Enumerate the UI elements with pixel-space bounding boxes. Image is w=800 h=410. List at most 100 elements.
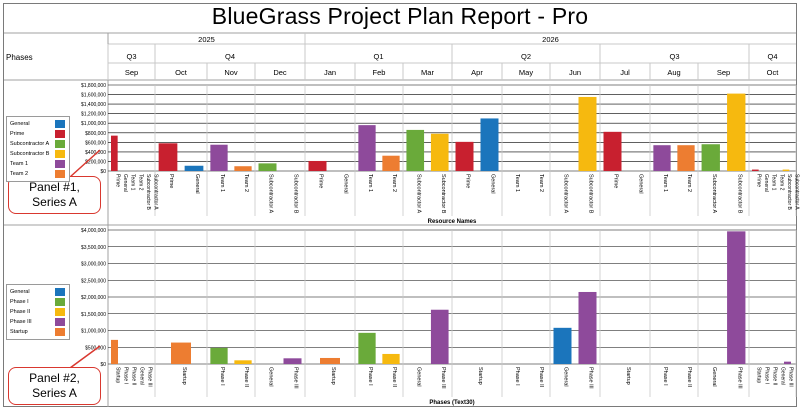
bar-phase-i	[210, 347, 228, 364]
legend-swatch	[55, 328, 65, 336]
category-label: Subcontractor A	[794, 174, 800, 210]
category-label: Team 1	[771, 174, 777, 191]
quarter-label: Q1	[373, 52, 383, 61]
bar-prime	[111, 135, 118, 171]
category-label: Phase III	[293, 367, 299, 389]
report-title: BlueGrass Project Plan Report - Pro	[211, 3, 589, 29]
bar-prime	[158, 143, 178, 171]
bar-team-1	[653, 145, 671, 171]
legend-swatch	[55, 130, 65, 138]
month-label: Sep	[717, 68, 730, 77]
y-tick-label: $3,500,000	[81, 245, 106, 251]
legend-swatch	[55, 160, 65, 168]
bar-phase-ii	[234, 360, 252, 364]
category-label: General	[763, 174, 769, 192]
category-label: Phase II	[538, 367, 544, 388]
x-axis-title: Resource Names	[428, 219, 477, 225]
legend-swatch	[55, 120, 65, 128]
quarter-label: Q3	[126, 52, 136, 61]
legend-swatch	[55, 308, 65, 316]
category-label: Phase II	[391, 367, 397, 388]
quarter-label: Q4	[767, 52, 777, 61]
bar-startup	[111, 339, 118, 364]
x-axis-title: Phases (Text30)	[429, 400, 474, 406]
category-label: Prime	[168, 174, 174, 188]
bar-team-2	[382, 155, 400, 171]
callout-pointer-1	[69, 149, 101, 178]
quarter-label: Q2	[521, 52, 531, 61]
category-label: General	[194, 174, 200, 194]
category-label: Phase II	[772, 367, 778, 385]
bar-startup	[171, 342, 191, 364]
bar-phase-iii	[578, 291, 597, 364]
category-label: General	[415, 367, 421, 387]
callout-pointer-2	[69, 345, 101, 369]
month-label: Jan	[324, 68, 336, 77]
bar-phase-iii	[784, 361, 791, 364]
category-label: Subcontractor B	[736, 174, 742, 214]
y-tick-label: $1,200,000	[81, 112, 106, 118]
category-label: Subcontractor A	[268, 174, 274, 213]
category-label: Startup	[625, 367, 631, 385]
month-label: Nov	[224, 68, 238, 77]
category-label: Phase III	[147, 367, 153, 387]
bar-general	[480, 118, 499, 171]
category-label: Startup	[477, 367, 483, 385]
bar-subcontractor-b	[782, 169, 790, 171]
callout-panel-2: Panel #2, Series A	[8, 367, 101, 405]
category-label: Subcontractor B	[440, 174, 446, 214]
legend-item: General	[10, 289, 30, 295]
legend-item: Team 1	[10, 161, 29, 167]
category-label: Subcontractor B	[293, 174, 299, 214]
legend-item: Subcontractor B	[10, 151, 50, 157]
month-label: Sep	[125, 68, 138, 77]
bar-prime	[308, 160, 327, 171]
category-label: Prime	[465, 174, 471, 188]
category-label: Phase I	[764, 367, 770, 384]
bar-prime	[603, 131, 622, 171]
bar-prime	[455, 141, 474, 171]
y-tick-label: $600,000	[85, 140, 106, 146]
category-label: Phase III	[736, 367, 742, 389]
category-label: Phase II	[243, 367, 249, 388]
category-label: General	[711, 367, 717, 387]
year-label: 2025	[198, 35, 215, 44]
category-label: Team 2	[391, 174, 397, 192]
callout-panel-1-line2: Series A	[32, 195, 77, 209]
month-label: Jun	[569, 68, 581, 77]
bar-startup	[320, 357, 340, 364]
category-label: Subcontractor B	[145, 174, 151, 211]
y-tick-label: $1,000,000	[81, 121, 106, 127]
month-label: Dec	[273, 68, 287, 77]
category-label: Phase I	[219, 367, 225, 386]
category-label: Team 1	[130, 174, 136, 191]
quarter-label: Q3	[669, 52, 679, 61]
month-label: Jul	[620, 68, 630, 77]
callout-panel-1-line1: Panel #1,	[29, 180, 80, 194]
category-label: Phase III	[588, 367, 594, 389]
category-label: Startup	[756, 367, 762, 383]
category-label: Team 2	[538, 174, 544, 192]
legend-item: Startup	[10, 329, 28, 335]
y-tick-label: $1,000,000	[81, 329, 106, 335]
category-label: Phase I	[123, 367, 129, 384]
category-label: Phase III	[440, 367, 446, 389]
category-label: Prime	[755, 174, 761, 187]
y-tick-label: $800,000	[85, 131, 106, 137]
category-label: Startup	[115, 367, 121, 383]
category-label: General	[638, 174, 644, 194]
month-label: Aug	[667, 68, 680, 77]
bar-team-1	[358, 125, 376, 171]
callout-panel-2-line1: Panel #2,	[29, 371, 80, 385]
category-label: Phase I	[662, 367, 668, 386]
legend-item: Phase III	[10, 319, 32, 325]
bar-subcontractor-a	[258, 163, 277, 171]
legend-swatch	[55, 318, 65, 326]
category-label: Phase II	[686, 367, 692, 388]
legend-swatch	[55, 288, 65, 296]
category-label: Subcontractor A	[415, 174, 421, 213]
category-label: General	[780, 367, 786, 385]
legend-item: Phase I	[10, 299, 29, 305]
category-label: General	[563, 367, 569, 387]
